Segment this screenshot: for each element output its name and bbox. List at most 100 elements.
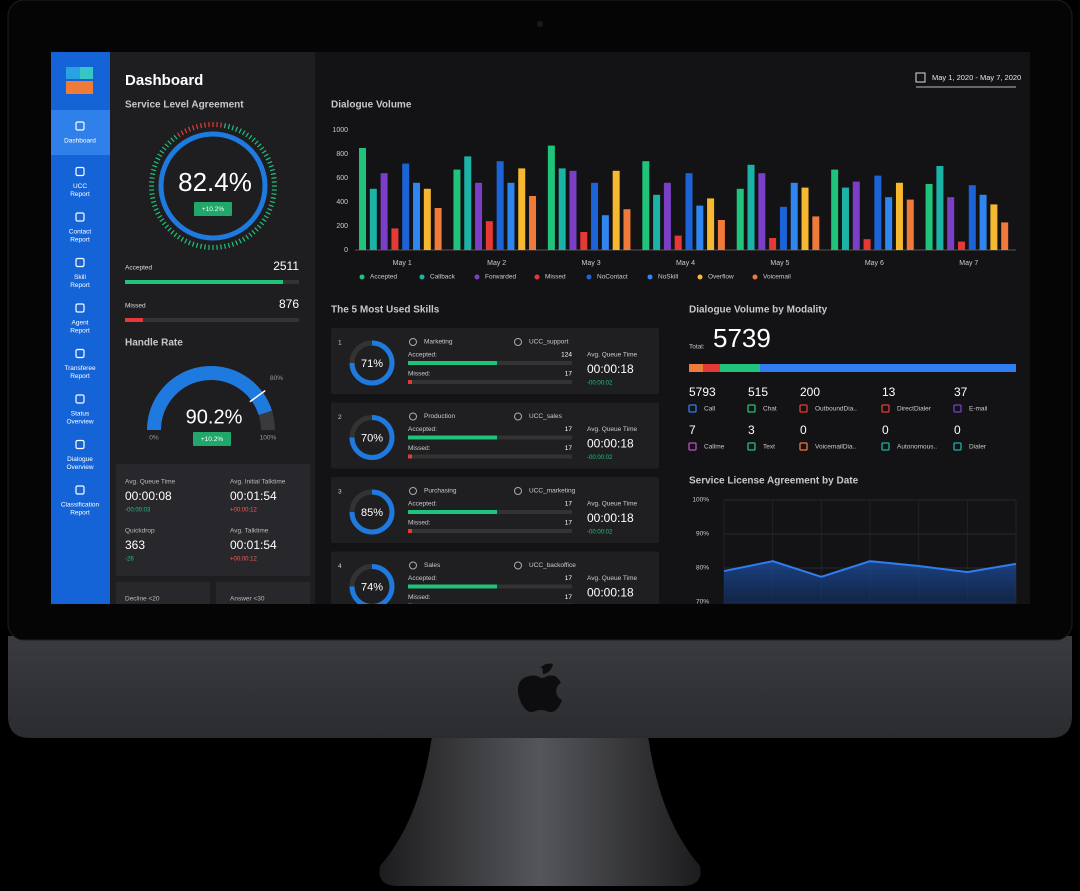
y-tick-label: 800 — [336, 151, 348, 158]
bar — [485, 221, 493, 250]
line — [723, 560, 1017, 578]
gauge-tick — [238, 128, 242, 134]
gauge-tick — [161, 146, 167, 151]
legend-swatch — [697, 274, 703, 280]
modality-label: Call — [704, 406, 716, 413]
logo — [66, 81, 93, 94]
threshold-box — [116, 582, 210, 604]
gauge-arc — [147, 366, 272, 431]
nav-label: Report — [70, 282, 90, 289]
skill-percent: 71% — [361, 358, 383, 370]
nav-icon — [75, 166, 85, 177]
legend-label: NoSkill — [658, 274, 679, 281]
gauge-tick — [248, 232, 253, 238]
gauge-tick — [152, 204, 158, 208]
badge — [193, 432, 231, 446]
bar — [707, 198, 715, 250]
bar — [831, 169, 839, 250]
gauge-tick — [152, 164, 158, 168]
bar — [507, 182, 515, 250]
metric-label: Missed: — [408, 520, 431, 527]
legend-swatch — [359, 274, 365, 280]
y-tick-label: 90% — [696, 531, 709, 538]
gauge-tick — [164, 224, 170, 229]
metric-label: Avg. Queue Time — [587, 426, 637, 433]
gauge-tick — [261, 149, 267, 154]
skill-icon — [409, 338, 417, 346]
stat-change: +00:00:12 — [230, 557, 258, 563]
modality-value: 37 — [954, 385, 968, 399]
skill-icon — [409, 412, 417, 421]
gauge-tick — [241, 130, 246, 136]
metric-value: 17 — [565, 575, 573, 582]
gauge-tick — [259, 146, 265, 151]
metric-label: Missed: — [408, 371, 431, 378]
metric-label: Missed: — [408, 594, 431, 601]
gauge-tick — [191, 125, 195, 131]
gauge-value: 82.4% — [178, 167, 252, 197]
nav-label: Transferee — [64, 365, 96, 372]
gauge-target — [249, 390, 266, 403]
gauge-tick — [173, 232, 178, 238]
nav-icon — [75, 212, 85, 222]
bar — [885, 197, 893, 250]
bar — [434, 208, 442, 250]
logo — [80, 67, 93, 79]
bar — [841, 187, 849, 250]
progress-fill — [125, 318, 143, 322]
gauge-tick — [150, 196, 156, 200]
progress-track — [408, 380, 572, 384]
bar — [717, 220, 725, 250]
gauge-tick — [195, 124, 199, 130]
gauge-tick — [199, 243, 203, 249]
y-tick-label: 70% — [696, 599, 709, 606]
gauge-tick — [270, 172, 276, 176]
modality-icon — [799, 404, 808, 413]
gauge-tick — [268, 204, 274, 208]
nav-label: Report — [70, 510, 90, 517]
gauge-tick — [159, 149, 165, 154]
bar — [569, 170, 577, 250]
gauge-tick — [223, 123, 227, 129]
legend-swatch — [752, 274, 758, 280]
gauge-tick — [155, 157, 161, 161]
legend-label: Accepted — [370, 274, 397, 281]
metric-label: Missed: — [408, 445, 431, 452]
badge — [194, 202, 232, 216]
skill-rank: 4 — [338, 563, 342, 570]
gauge-tick — [191, 241, 195, 247]
bar — [874, 175, 882, 250]
nav-icon — [75, 485, 85, 495]
queue-change: -00:00:02 — [587, 381, 613, 387]
modality-icon — [953, 442, 962, 451]
modality-value: 13 — [882, 385, 896, 399]
nav-label: Contact — [69, 229, 92, 236]
gauge-tick — [271, 177, 277, 179]
bar — [391, 228, 399, 250]
y-tick-label: 100% — [692, 497, 709, 504]
gauge-tick — [149, 177, 155, 179]
skill-icon — [409, 487, 417, 495]
nav-label: Classification — [61, 502, 100, 509]
metric-value: 17 — [565, 426, 573, 433]
modality-label: Callme — [704, 444, 725, 451]
progress-fill — [408, 510, 497, 514]
gauge-tick — [248, 134, 253, 140]
progress-track — [408, 529, 572, 533]
metric-label: Accepted: — [408, 352, 437, 359]
stat-change: +00:00:12 — [230, 508, 258, 514]
bar — [812, 216, 820, 250]
line-area — [724, 561, 1016, 604]
sidebar-active — [51, 110, 110, 155]
skill-group: UCC_marketing — [529, 488, 576, 495]
progress-fill — [408, 361, 497, 365]
modality-label: Autonomous.. — [897, 444, 937, 451]
nav-label: Overview — [66, 464, 93, 471]
gauge-tick — [184, 128, 188, 134]
gauge-tick — [187, 126, 191, 132]
gauge-tick — [254, 227, 259, 232]
nav-label: Dashboard — [64, 138, 96, 145]
stat-label: Quickdrop — [125, 528, 155, 535]
bar — [801, 187, 809, 250]
y-tick-label: 200 — [336, 223, 348, 230]
